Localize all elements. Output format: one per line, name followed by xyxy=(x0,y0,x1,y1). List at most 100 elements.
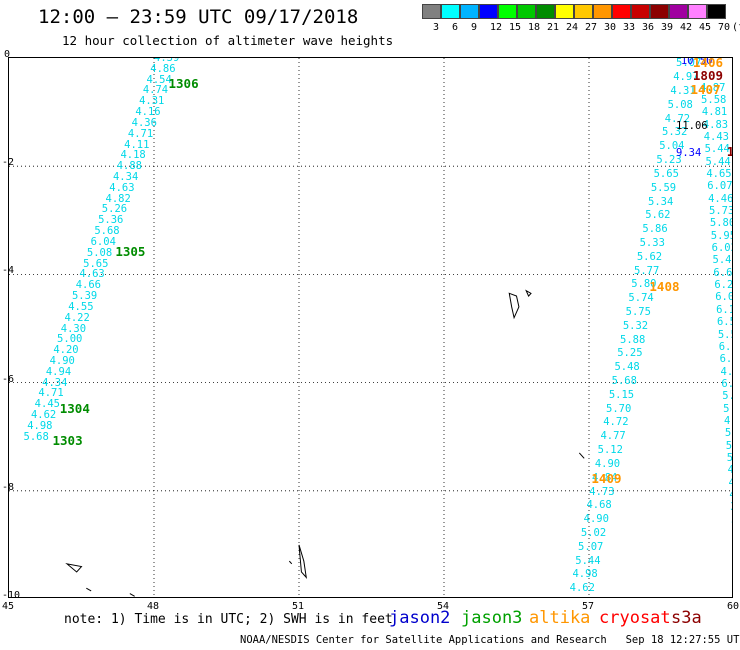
legend-tick-label: 45 xyxy=(699,22,712,33)
wave-height-label: 4.34 xyxy=(42,376,68,389)
wave-height-label: 5.07 xyxy=(578,540,604,553)
wave-height-label: 4.31 xyxy=(139,95,165,108)
island-outline xyxy=(578,452,585,459)
legend-tick-label: 21 xyxy=(547,22,560,33)
wave-height-label: 5.62 xyxy=(636,250,663,263)
satellite-legend-item: cryosat xyxy=(599,608,671,628)
legend-swatch xyxy=(707,4,726,19)
island-outline xyxy=(129,593,135,597)
legend-swatch xyxy=(498,4,517,19)
wave-height-label: 5.77 xyxy=(724,427,732,440)
legend-tick-label: 36 xyxy=(642,22,655,33)
wave-height-label: 4.66 xyxy=(75,279,101,292)
wave-height-label: 5.36 xyxy=(98,214,124,227)
wave-height-label: 5.39 xyxy=(71,290,98,303)
wave-height-label: 4.62 xyxy=(30,409,57,422)
wave-height-label: 5.44 xyxy=(704,143,730,156)
wave-height-label: 4.84 xyxy=(592,471,618,484)
wave-height-label: 5.62 xyxy=(645,209,671,222)
wave-height-label: 5.48 xyxy=(614,361,640,374)
island-outline xyxy=(288,560,293,565)
legend-swatch xyxy=(631,4,650,19)
wave-height-label: 4.98 xyxy=(572,568,598,581)
wave-height-label: 5.02 xyxy=(580,526,607,539)
wave-height-label: 5.33 xyxy=(639,236,665,249)
pass-id-label: 1305 xyxy=(115,244,146,260)
wave-height-label: 5.32 xyxy=(662,126,688,139)
island-outline xyxy=(525,289,532,297)
wave-height-label: 5.88 xyxy=(620,333,646,346)
legend-swatch xyxy=(555,4,574,19)
legend-unit: (ft) xyxy=(732,22,740,33)
wave-height-label: 5.80 xyxy=(631,278,657,291)
legend-tick-label: 15 xyxy=(509,22,522,33)
legend-swatch xyxy=(479,4,498,19)
page-title: 12:00 – 23:59 UTC 09/17/2018 xyxy=(38,6,359,28)
wave-height-label: 4.71 xyxy=(38,387,64,400)
island-outline xyxy=(508,292,520,320)
wave-height-label: 6.02 xyxy=(711,242,732,255)
wave-height-label: 4.53 xyxy=(724,414,732,427)
wave-height-label: 5.75 xyxy=(625,305,651,318)
legend-swatch xyxy=(688,4,707,19)
wave-height-label: 4.68 xyxy=(586,499,612,512)
wave-height-label: 5.08 xyxy=(86,246,113,259)
wave-height-label: 4.63 xyxy=(109,181,135,194)
legend-tick-label: 42 xyxy=(680,22,693,33)
credit-line: NOAA/NESDIS Center for Satellite Applica… xyxy=(240,634,740,646)
wave-height-label: 5.04 xyxy=(659,140,685,153)
wave-height-label: 3.81 xyxy=(730,501,732,513)
legend-swatch xyxy=(669,4,688,19)
wave-height-label: 5.44 xyxy=(575,554,601,567)
map-plot[interactable]: 4.39 4.86 4.54 4.74 4.31 4.16 4.36 4.71 4.11 4.18… xyxy=(8,57,733,598)
wave-height-label: 5.00 xyxy=(57,333,83,346)
wave-height-label: 6.37 xyxy=(718,340,732,353)
x-tick-label: 51 xyxy=(292,601,305,612)
wave-height-label: 5.07 xyxy=(676,57,702,70)
x-tick-label: 60 xyxy=(727,601,740,612)
wave-height-label: 6.08 xyxy=(721,377,733,390)
wave-height-label: 4.81 xyxy=(701,106,728,119)
wave-height-label: 5.06 xyxy=(726,451,733,464)
legend-swatch xyxy=(441,4,460,19)
wave-height-label: 4.20 xyxy=(53,344,79,357)
wave-height-label-high: 10.50 xyxy=(680,57,713,67)
wave-height-label: 4.73 xyxy=(589,485,615,498)
page-subtitle: 12 hour collection of altimeter wave hei… xyxy=(62,33,394,48)
legend-swatch xyxy=(422,4,441,19)
wave-height-label: 5.26 xyxy=(101,203,128,216)
wave-height-label: 5.44 xyxy=(705,155,731,168)
island-outline xyxy=(65,562,83,573)
wave-height-label: 4.71 xyxy=(127,127,154,140)
wave-height-label: 4.90 xyxy=(594,457,621,470)
wave-height-label: 4.87 xyxy=(700,81,726,94)
wave-height-label: 4.54 xyxy=(146,73,172,86)
pass-id-label: 1808 xyxy=(727,144,732,159)
wave-height-label: 4.31 xyxy=(670,85,696,98)
wave-height-label: 5.57 xyxy=(717,328,732,341)
wave-height-label: 4.21 xyxy=(729,489,732,501)
wave-height-label: 3.3 xyxy=(731,514,732,526)
wave-height-label: 4.65 xyxy=(706,168,732,181)
satellite-legend-item: jason3 xyxy=(461,608,523,628)
wave-height-label: 4.36 xyxy=(728,477,732,489)
pass-id-label: 1408 xyxy=(649,279,680,295)
wave-height-label: 4.43 xyxy=(703,131,729,144)
legend-tick-label: 9 xyxy=(471,22,478,33)
wave-height-label: 4.97 xyxy=(673,71,699,84)
wave-height-label: 5.59 xyxy=(650,181,677,194)
legend-tick-label: 30 xyxy=(604,22,617,33)
island-outline xyxy=(298,544,307,579)
wave-height-label: 4.94 xyxy=(45,365,72,378)
wave-height-label: 5.68 xyxy=(94,225,120,238)
legend-tick-label: 39 xyxy=(661,22,674,33)
wave-height-label: 5.08 xyxy=(667,98,693,111)
wave-height-label: 4.72 xyxy=(664,112,691,125)
wave-height-label: 5.12 xyxy=(597,444,623,457)
footnote: note: 1) Time is in UTC; 2) SWH is in fe… xyxy=(64,612,393,627)
satellite-legend-item: altika xyxy=(529,608,591,628)
wave-height-label: 4.90 xyxy=(583,513,609,526)
wave-height-label: 6.52 xyxy=(716,316,732,329)
legend-tick-label: 24 xyxy=(566,22,579,33)
wave-height-label: 6.07 xyxy=(715,291,732,304)
